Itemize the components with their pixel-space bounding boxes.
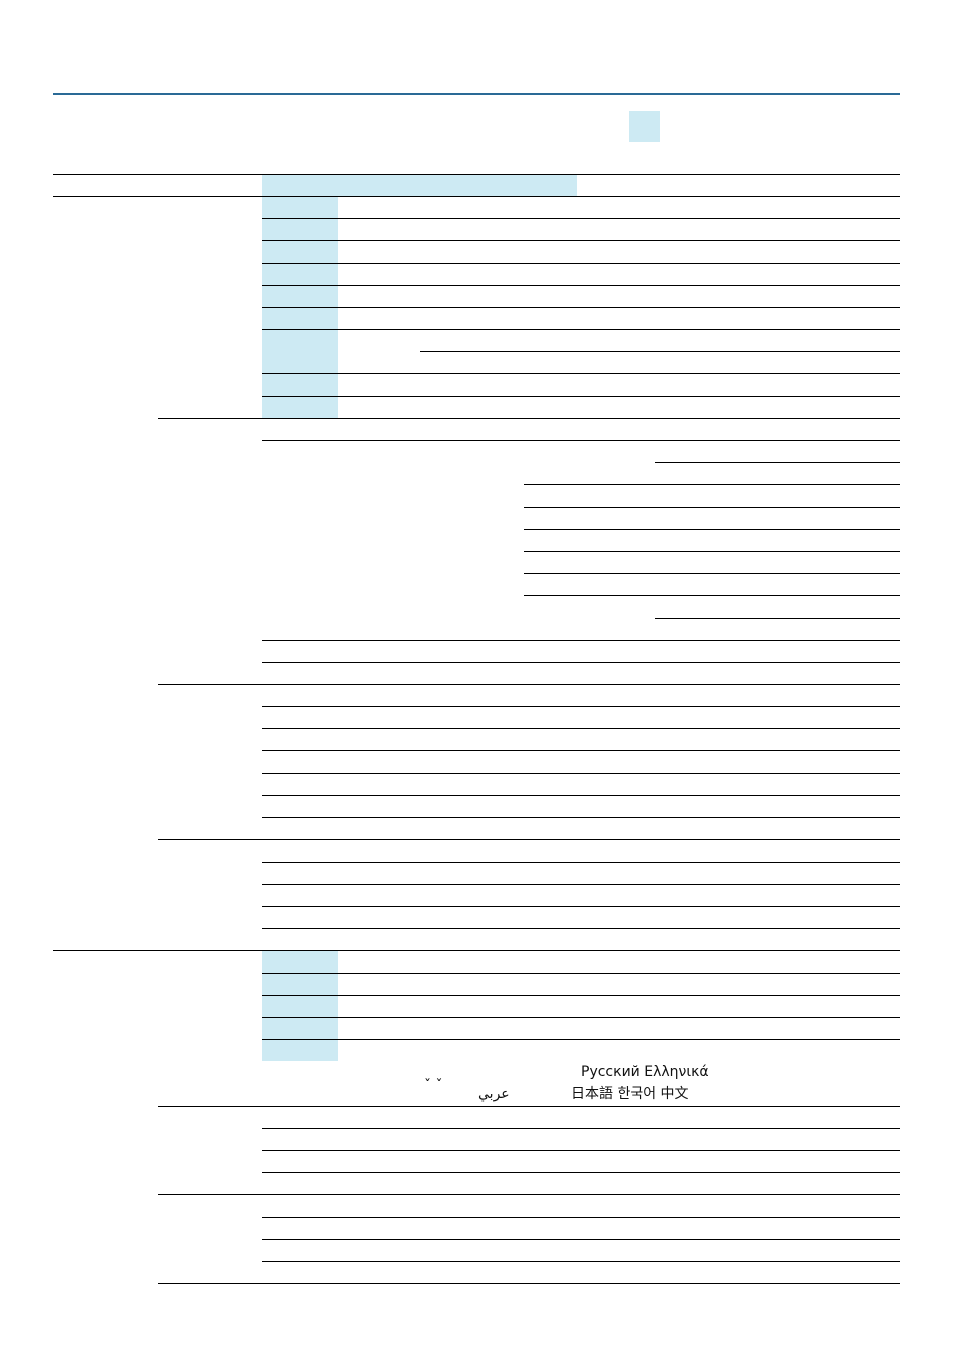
header-cell	[262, 174, 577, 196]
language-sample: 日本語 한국어 中文	[571, 1086, 689, 1102]
language-sample: Русский Ελληνικά	[581, 1064, 709, 1080]
arabic-sample: عربي	[478, 1086, 510, 1102]
label-column	[262, 950, 338, 1061]
highlight-box	[629, 111, 660, 142]
marks: ˇ ˇ	[424, 1078, 442, 1094]
